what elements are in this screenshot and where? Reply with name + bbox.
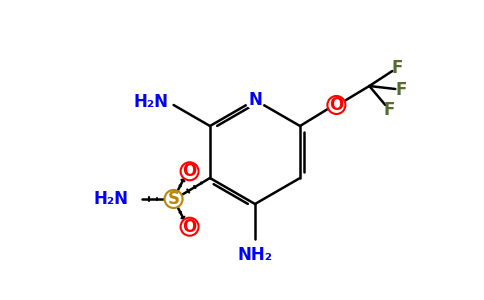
Text: NH₂: NH₂ xyxy=(238,246,272,264)
Text: S: S xyxy=(167,190,180,208)
Text: F: F xyxy=(392,59,403,77)
Text: H₂N: H₂N xyxy=(93,190,129,208)
Circle shape xyxy=(165,190,182,208)
Text: N: N xyxy=(248,91,262,109)
Text: F: F xyxy=(395,81,407,99)
Text: O: O xyxy=(182,218,197,236)
Text: O: O xyxy=(329,96,344,114)
Circle shape xyxy=(181,218,198,236)
Text: H₂N: H₂N xyxy=(134,93,168,111)
Text: O: O xyxy=(182,162,197,180)
Circle shape xyxy=(327,96,346,114)
Circle shape xyxy=(246,91,264,109)
Text: F: F xyxy=(384,101,395,119)
Circle shape xyxy=(181,162,198,180)
